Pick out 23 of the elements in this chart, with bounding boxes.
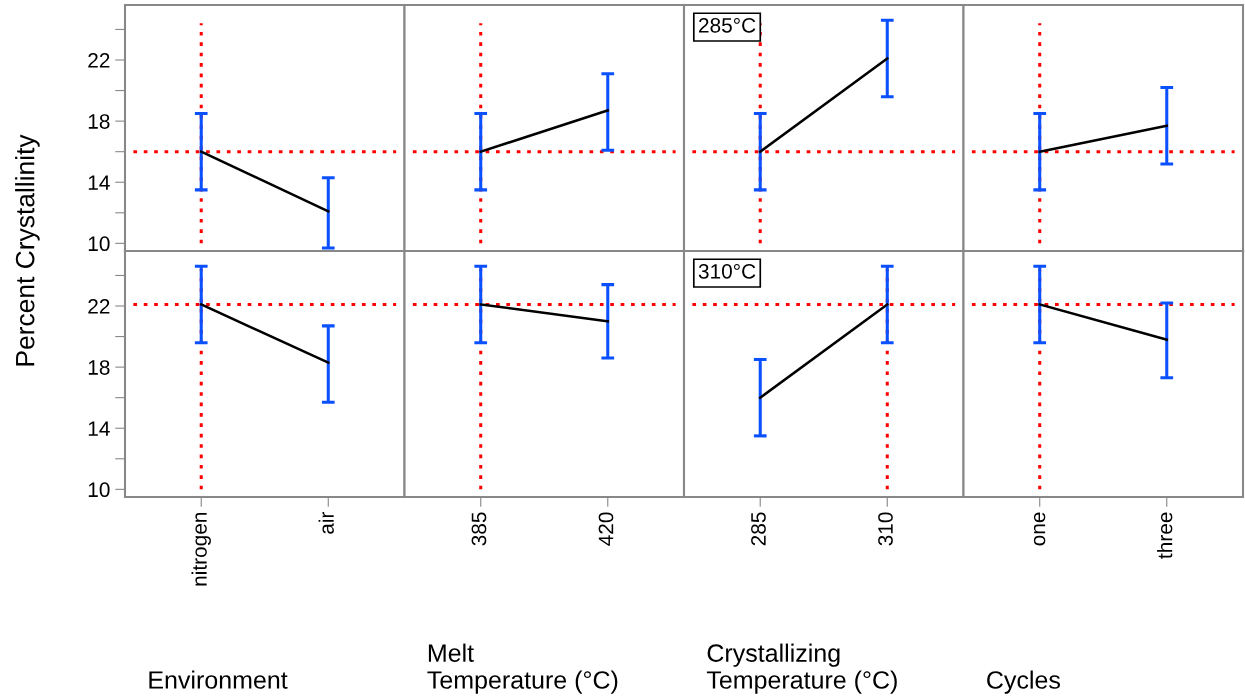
- y-tick-label: 18: [88, 114, 110, 129]
- x-axis-title: Crystallizing Temperature (°C): [706, 643, 897, 694]
- y-tick-label: 10: [88, 482, 110, 498]
- x-tick-label: three: [1157, 512, 1173, 559]
- x-tick-label: nitrogen: [191, 512, 211, 586]
- x-tick-label: 420: [598, 512, 614, 546]
- y-tick-label: 10: [88, 236, 110, 252]
- x-axis-title: Melt Temperature (°C): [427, 643, 618, 694]
- y-tick-label: 22: [88, 53, 110, 68]
- x-tick-label: 285: [751, 512, 766, 546]
- x-axis-title: Cycles: [987, 670, 1060, 694]
- x-tick-label: one: [1033, 512, 1046, 546]
- y-tick-label: 18: [88, 360, 110, 375]
- y-tick-label: 14: [88, 421, 110, 436]
- y-tick-label: 14: [88, 175, 110, 190]
- x-tick-label: 310: [878, 512, 893, 546]
- x-tick-label: air: [318, 511, 334, 534]
- annotation: 285°C: [699, 17, 756, 33]
- annotation: 310°C: [698, 263, 756, 279]
- x-tick-label: 385: [471, 512, 487, 546]
- x-axis-title: Environment: [149, 670, 288, 689]
- y-axis-title: Percent Crystallinity: [15, 134, 40, 366]
- y-tick-label: 22: [88, 299, 110, 314]
